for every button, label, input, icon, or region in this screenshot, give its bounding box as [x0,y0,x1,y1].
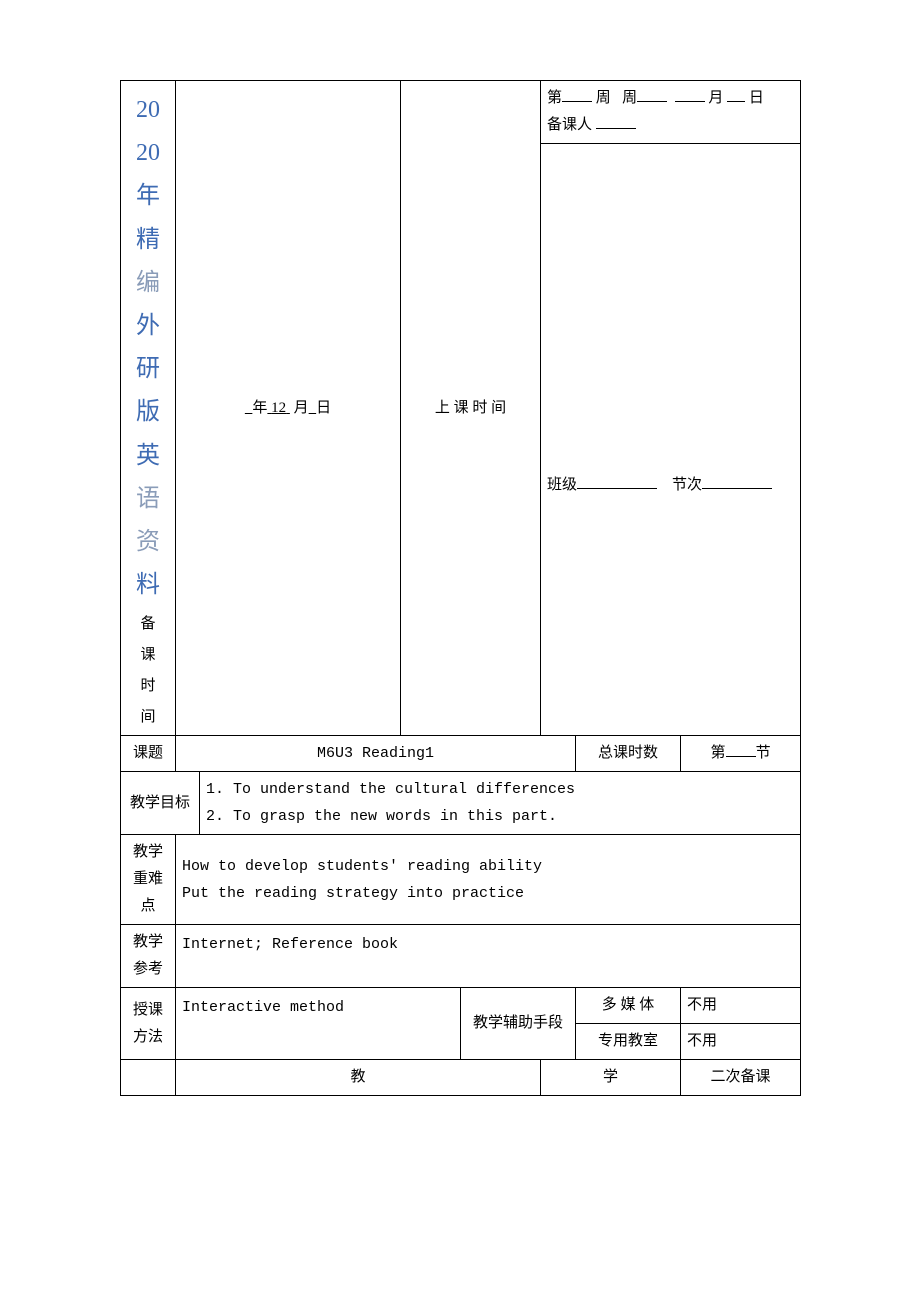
topic-label: 课题 [121,736,176,772]
total-sessions-label: 总课时数 [576,736,681,772]
objectives-content: 1. To understand the cultural difference… [200,772,801,835]
reference-row: 教学 参考 Internet; Reference book [121,925,801,988]
multimedia-label: 多 媒 体 [576,988,681,1024]
class-time-label: 上 课 时 间 [401,81,541,736]
objectives-label: 教学目标 [121,772,200,835]
method-label: 授课 方法 [121,988,176,1060]
multimedia-value: 不用 [681,988,801,1024]
document-title-vertical: 20 20 年 精 编 外 研 版 英 语 资 料 备 课 时 间 [121,81,176,736]
topic-row: 课题 M6U3 Reading1 总课时数 第节 [121,736,801,772]
secondary-prep-label: 二次备课 [681,1060,801,1096]
learn-label: 学 [541,1060,681,1096]
lesson-plan-table: 20 20 年 精 编 外 研 版 英 语 资 料 备 课 时 间 年 12 月… [120,80,801,1096]
objectives-row: 教学目标 1. To understand the cultural diffe… [121,772,801,835]
classroom-value: 不用 [681,1024,801,1060]
keypoints-row: 教学 重难 点 How to develop students' reading… [121,835,801,925]
aux-method-label: 教学辅助手段 [461,988,576,1060]
keypoints-content: How to develop students' reading ability… [176,835,801,925]
class-session-cell: 班级 节次 [541,144,801,736]
reference-label: 教学 参考 [121,925,176,988]
prep-date-cell: 年 12 月 日 [176,81,401,736]
classroom-label: 专用教室 [576,1024,681,1060]
reference-content: Internet; Reference book [176,925,801,988]
keypoints-label: 教学 重难 点 [121,835,176,925]
section-number: 第节 [681,736,801,772]
footer-blank [121,1060,176,1096]
topic-value: M6U3 Reading1 [176,736,576,772]
header-row-1: 20 20 年 精 编 外 研 版 英 语 资 料 备 课 时 间 年 12 月… [121,81,801,144]
week-info-cell: 第 周 周 月 日 备课人 [541,81,801,144]
method-value: Interactive method [176,988,461,1060]
teach-label: 教 [176,1060,541,1096]
footer-row: 教 学 二次备课 [121,1060,801,1096]
method-row-1: 授课 方法 Interactive method 教学辅助手段 多 媒 体 不用 [121,988,801,1024]
